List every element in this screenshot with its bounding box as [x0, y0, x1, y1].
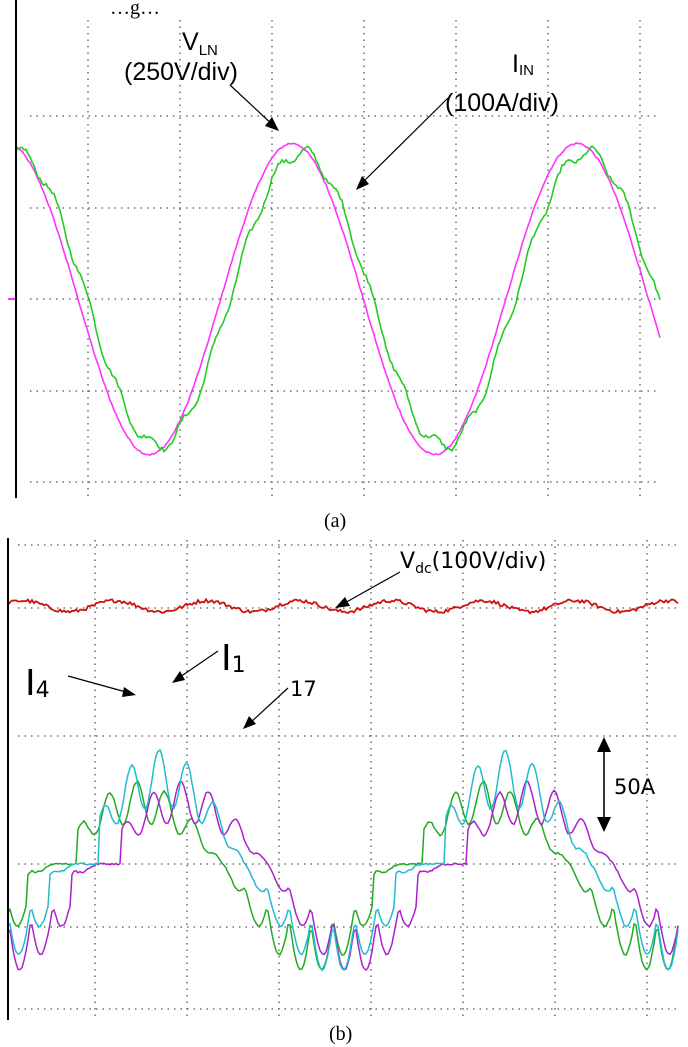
panel-b-caption: (b)	[329, 1023, 352, 1045]
iin-arrow-line	[361, 97, 449, 184]
panel-a-grid	[8, 20, 658, 498]
iin-label: IIN	[512, 50, 534, 79]
vln-arrowhead	[265, 117, 279, 131]
i1-label: I1	[221, 638, 246, 679]
i4-label: I4	[25, 663, 50, 704]
i4-arrow-line	[67, 675, 127, 693]
panel-b: Vdc(100V/div) I1 I4 17 50A (b)	[7, 538, 679, 1045]
i1-arrow-line	[179, 650, 219, 678]
scale-bar-arrow-up	[597, 737, 611, 752]
i7-label: 17	[290, 677, 317, 701]
i4-arrowhead	[122, 687, 136, 697]
vln-label: VLN	[182, 28, 218, 59]
i7-arrow-line	[249, 687, 289, 724]
trace-i1	[7, 748, 679, 972]
i7-arrowhead	[243, 716, 256, 729]
scale-50a-label: 50A	[614, 775, 656, 799]
vdc-label: Vdc(100V/div)	[400, 549, 546, 577]
top-caption: …g…	[110, 0, 160, 19]
panel-a: VLN (250V/div) IIN (100A/div) (a)	[8, 0, 661, 532]
vdc-arrow-line	[342, 571, 401, 605]
trace-iin	[15, 145, 661, 453]
vdc-arrowhead	[335, 597, 350, 608]
trace-i7	[7, 780, 679, 972]
trace-vdc	[7, 597, 679, 615]
panel-b-traces	[7, 597, 679, 972]
iin-arrowhead	[356, 176, 369, 190]
trace-vln	[15, 141, 661, 456]
vln-arrow-line	[229, 84, 276, 128]
scale-bar-arrow-down	[597, 817, 611, 832]
vln-scale: (250V/div)	[124, 58, 238, 86]
panel-a-caption: (a)	[324, 510, 346, 532]
iin-scale: (100A/div)	[445, 89, 559, 117]
i1-arrowhead	[172, 671, 185, 683]
panel-a-traces	[15, 141, 661, 456]
